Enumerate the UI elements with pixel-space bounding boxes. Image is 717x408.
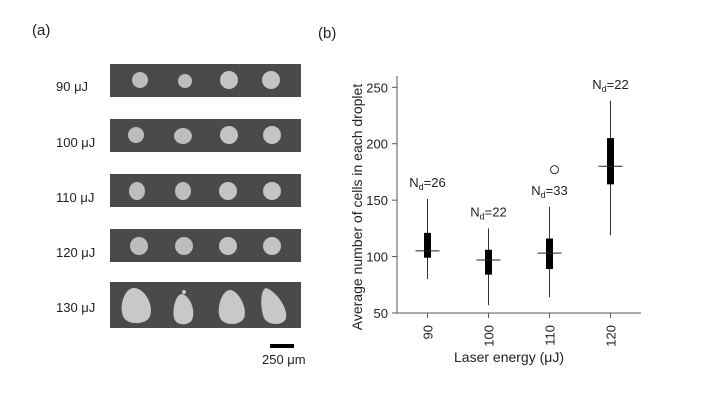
energy-label-120: 120 μJ <box>56 245 96 260</box>
scale-bar-label: 250 μm <box>262 352 306 367</box>
y-tick-label-50: 50 <box>374 306 388 321</box>
y-tick-label-200: 200 <box>366 137 388 152</box>
x-axis-label: Laser energy (μJ) <box>454 349 564 365</box>
box-110 <box>546 238 553 269</box>
droplet-image-130 <box>110 282 301 328</box>
annotation-110: Nd=33 <box>531 183 567 200</box>
annotation-90: Nd=26 <box>409 175 445 192</box>
x-tick-label-110: 110 <box>543 325 558 346</box>
annotation-120: Nd=22 <box>592 77 628 94</box>
droplets-110 <box>129 182 281 200</box>
box-120 <box>607 138 614 185</box>
x-tick-label-100: 100 <box>482 325 497 347</box>
droplets-120 <box>130 237 281 255</box>
outlier-110-0 <box>550 165 559 175</box>
plot-area: 50 100 150 200 250 90 100 110 120 Nd=26 Nd=22 Nd=33… <box>366 76 641 347</box>
droplet-image-110 <box>110 174 301 207</box>
y-tick-label-150: 150 <box>366 193 388 208</box>
y-tick-label-100: 100 <box>366 250 388 265</box>
droplet-image-120 <box>110 229 301 262</box>
y-axis-label: Average number of cells in each droplet <box>349 84 365 331</box>
box-90 <box>424 232 431 258</box>
droplets-130 <box>121 288 287 325</box>
y-tick-label-250: 250 <box>366 80 388 95</box>
energy-label-110: 110 μJ <box>56 190 95 205</box>
droplets-100 <box>128 126 281 144</box>
panel-b-label: (b) <box>318 25 336 42</box>
droplets-90 <box>132 71 280 89</box>
box-100 <box>485 249 492 275</box>
annotation-100: Nd=22 <box>470 204 506 221</box>
energy-label-100: 100 μJ <box>56 135 96 150</box>
droplet-image-100 <box>110 119 301 152</box>
energy-label-90: 90 μJ <box>56 79 89 94</box>
energy-label-130: 130 μJ <box>56 300 96 315</box>
panel-a-label: (a) <box>32 22 51 39</box>
droplet-image-90 <box>110 64 301 97</box>
x-tick-label-120: 120 <box>604 325 619 347</box>
x-tick-label-90: 90 <box>421 325 436 339</box>
scale-bar <box>270 344 294 348</box>
